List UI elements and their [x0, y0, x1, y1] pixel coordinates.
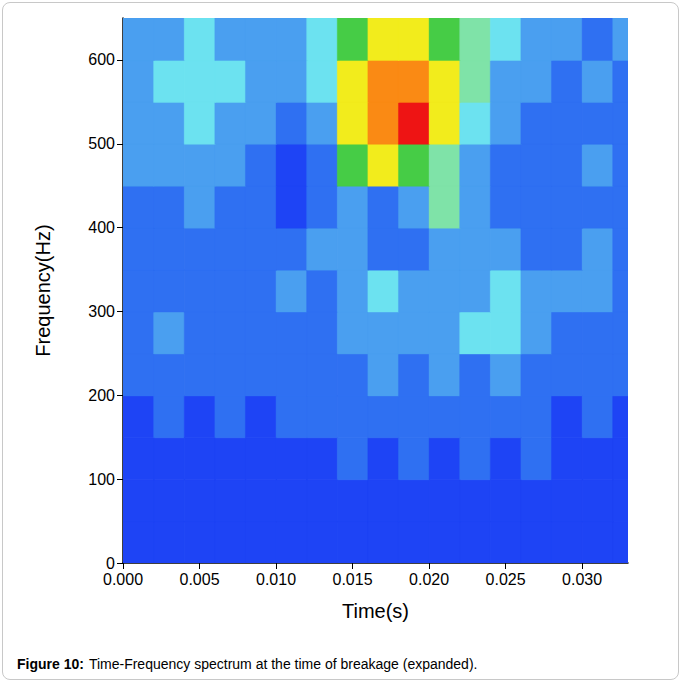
svg-text:0.020: 0.020	[409, 571, 449, 588]
svg-text:0.030: 0.030	[562, 571, 602, 588]
svg-text:0.010: 0.010	[256, 571, 296, 588]
svg-text:0.005: 0.005	[179, 571, 219, 588]
svg-text:0.025: 0.025	[486, 571, 526, 588]
svg-text:Time(s): Time(s)	[342, 600, 409, 622]
svg-text:0: 0	[106, 555, 115, 572]
svg-text:Time-Frequency spectrum at the: Time-Frequency spectrum at the time of b…	[89, 656, 478, 672]
svg-text:Frequency(Hz): Frequency(Hz)	[32, 224, 54, 356]
svg-text:0.015: 0.015	[333, 571, 373, 588]
svg-text:400: 400	[88, 219, 115, 236]
svg-text:600: 600	[88, 51, 115, 68]
svg-text:300: 300	[88, 303, 115, 320]
svg-text:0.000: 0.000	[103, 571, 143, 588]
svg-text:200: 200	[88, 387, 115, 404]
svg-text:Figure 10:: Figure 10:	[17, 656, 84, 672]
svg-text:100: 100	[88, 471, 115, 488]
svg-text:500: 500	[88, 135, 115, 152]
